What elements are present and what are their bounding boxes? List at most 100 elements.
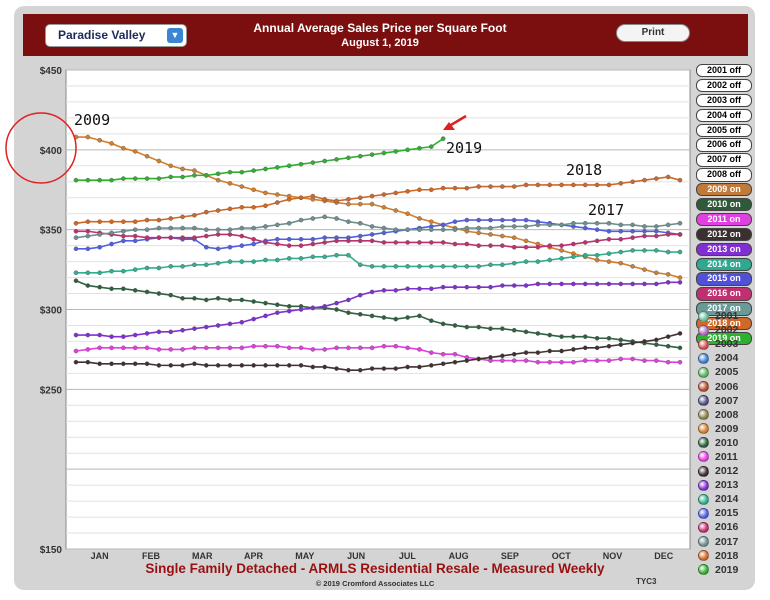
data-point-2015 [286, 236, 292, 242]
data-point-2019 [168, 174, 174, 180]
data-point-2010 [488, 326, 493, 331]
data-point-2012 [582, 345, 588, 351]
data-point-2012 [381, 366, 387, 371]
data-point-2018 [476, 184, 481, 189]
year-toggle-panel: 2001 off 2002 off 2003 off 2004 off 2005 off… [696, 64, 752, 347]
toggle-2001[interactable]: 2001 off [696, 64, 752, 78]
toggle-2008[interactable]: 2008 off [696, 168, 752, 182]
toggle-2004[interactable]: 2004 off [696, 108, 752, 122]
legend-swatch [698, 395, 709, 407]
data-point-2010 [523, 329, 529, 335]
data-point-2019 [180, 174, 185, 180]
data-point-2014 [571, 254, 576, 260]
data-point-2010 [405, 315, 410, 320]
data-point-2017 [665, 222, 671, 228]
data-point-2014 [144, 265, 150, 271]
data-point-2010 [654, 342, 659, 347]
toggle-2009[interactable]: 2009 on [696, 183, 752, 197]
data-point-2018 [310, 193, 316, 199]
data-point-2015 [618, 228, 624, 234]
data-point-2014 [677, 249, 683, 255]
data-point-2018 [369, 193, 375, 199]
data-point-2010 [192, 296, 197, 301]
data-point-2019 [405, 147, 410, 153]
data-point-2014 [156, 265, 162, 271]
toggle-2013[interactable]: 2013 on [696, 242, 752, 256]
toggle-2015[interactable]: 2015 on [696, 272, 752, 286]
data-point-2018 [251, 205, 256, 210]
data-point-2014 [464, 264, 470, 269]
toggle-2017[interactable]: 2017 on [696, 302, 752, 316]
data-point-2010 [109, 286, 114, 292]
data-point-2012 [665, 334, 671, 339]
data-point-2010 [180, 296, 185, 301]
x-tick-label: AUG [449, 551, 469, 561]
toggle-2003[interactable]: 2003 off [696, 93, 752, 108]
data-point-2015 [582, 225, 588, 231]
toggle-2019[interactable]: 2019 on [696, 332, 752, 346]
toggle-2018[interactable]: 2018 on [696, 317, 752, 331]
data-point-2016 [239, 233, 245, 239]
print-button[interactable]: Print [616, 24, 690, 42]
data-point-2017 [144, 227, 150, 232]
data-point-2012 [121, 361, 126, 367]
toggle-2005[interactable]: 2005 off [696, 123, 752, 137]
data-point-2010 [476, 324, 481, 330]
data-point-2013 [369, 289, 375, 295]
data-point-2017 [286, 220, 292, 226]
data-point-2010 [393, 316, 399, 322]
x-tick-label: DEC [654, 551, 674, 561]
data-point-2019 [275, 165, 280, 170]
region-select[interactable]: Paradise Valley ▼ [45, 24, 187, 47]
data-point-2019 [322, 158, 328, 164]
data-point-2016 [369, 238, 375, 244]
data-point-2010 [369, 313, 375, 319]
data-point-2011 [215, 345, 221, 351]
data-point-2013 [132, 332, 138, 338]
toggle-2014[interactable]: 2014 on [696, 257, 752, 271]
data-point-2012 [464, 358, 470, 363]
legend-label: 2014 [715, 493, 739, 506]
data-point-2015 [239, 243, 245, 248]
data-point-2017 [121, 228, 126, 234]
data-point-2011 [73, 348, 79, 354]
data-point-2009 [192, 168, 197, 173]
series-line-2010 [75, 280, 681, 349]
data-point-2018 [121, 219, 126, 224]
data-point-2016 [642, 233, 647, 239]
data-point-2009 [346, 201, 351, 207]
toggle-2016[interactable]: 2016 on [696, 287, 752, 301]
data-point-2016 [594, 238, 600, 244]
data-point-2018 [73, 220, 79, 226]
data-point-2013 [654, 281, 659, 287]
data-point-2014 [547, 257, 553, 263]
legend-swatch [698, 550, 709, 562]
data-point-2012 [369, 366, 375, 371]
data-point-2015 [73, 246, 79, 252]
toggle-2007[interactable]: 2007 off [696, 153, 752, 167]
data-point-2018 [488, 184, 493, 189]
data-point-2011 [618, 356, 624, 362]
toggle-2010[interactable]: 2010 on [696, 198, 752, 212]
x-tick-label: MAR [192, 551, 213, 561]
data-point-2019 [369, 152, 375, 157]
legend-item-2019: 2019 [698, 563, 758, 577]
data-point-2019 [440, 136, 446, 141]
data-point-2009 [488, 232, 493, 237]
chart-subtitle: August 1, 2019 [341, 37, 419, 49]
data-point-2017 [511, 224, 517, 229]
toggle-2006[interactable]: 2006 off [696, 138, 752, 152]
legend-swatch [698, 423, 709, 435]
data-point-2015 [594, 227, 600, 232]
toggle-2012[interactable]: 2012 on [696, 227, 752, 242]
data-point-2017 [464, 225, 470, 231]
data-point-2014 [440, 264, 446, 269]
legend-swatch [698, 536, 709, 548]
data-point-2013 [227, 321, 233, 327]
legend-label: 2013 [715, 479, 739, 492]
data-point-2010 [571, 334, 576, 339]
data-point-2016 [464, 241, 470, 247]
data-point-2017 [251, 225, 256, 231]
toggle-2011[interactable]: 2011 on [696, 212, 752, 227]
toggle-2002[interactable]: 2002 off [696, 78, 752, 93]
